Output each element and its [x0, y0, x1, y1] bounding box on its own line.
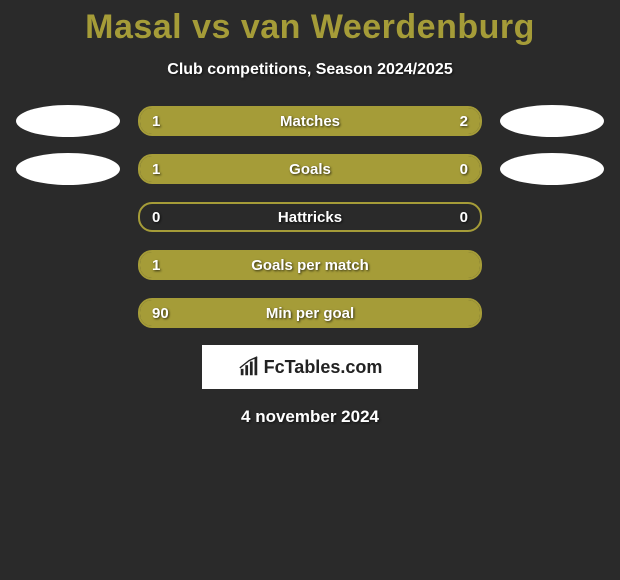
player-left-marker	[16, 153, 120, 185]
stat-right-value: 0	[460, 156, 468, 182]
stat-row: 90Min per goal	[0, 297, 620, 329]
stat-right-value: 2	[460, 108, 468, 134]
player-right-marker	[500, 153, 604, 185]
player-right-marker	[500, 105, 604, 137]
page-title: Masal vs van Weerdenburg	[0, 8, 620, 47]
stat-row: 1Matches2	[0, 105, 620, 137]
brand-chart-icon	[238, 356, 260, 378]
subtitle: Club competitions, Season 2024/2025	[0, 61, 620, 79]
brand-text: FcTables.com	[264, 357, 383, 378]
stat-bar: 1Goals0	[138, 154, 482, 184]
stat-row: 0Hattricks0	[0, 201, 620, 233]
stat-right-value: 0	[460, 204, 468, 230]
stat-bar: 1Matches2	[138, 106, 482, 136]
stat-label: Matches	[140, 108, 480, 134]
stat-rows: 1Matches21Goals00Hattricks01Goals per ma…	[0, 105, 620, 329]
stat-label: Goals per match	[140, 252, 480, 278]
brand-badge: FcTables.com	[202, 345, 418, 389]
stat-bar: 90Min per goal	[138, 298, 482, 328]
stat-label: Goals	[140, 156, 480, 182]
stat-label: Min per goal	[140, 300, 480, 326]
comparison-infographic: Masal vs van Weerdenburg Club competitio…	[0, 0, 620, 427]
stat-bar: 0Hattricks0	[138, 202, 482, 232]
date-text: 4 november 2024	[0, 407, 620, 427]
stat-row: 1Goals0	[0, 153, 620, 185]
stat-row: 1Goals per match	[0, 249, 620, 281]
stat-label: Hattricks	[140, 204, 480, 230]
stat-bar: 1Goals per match	[138, 250, 482, 280]
player-left-marker	[16, 105, 120, 137]
